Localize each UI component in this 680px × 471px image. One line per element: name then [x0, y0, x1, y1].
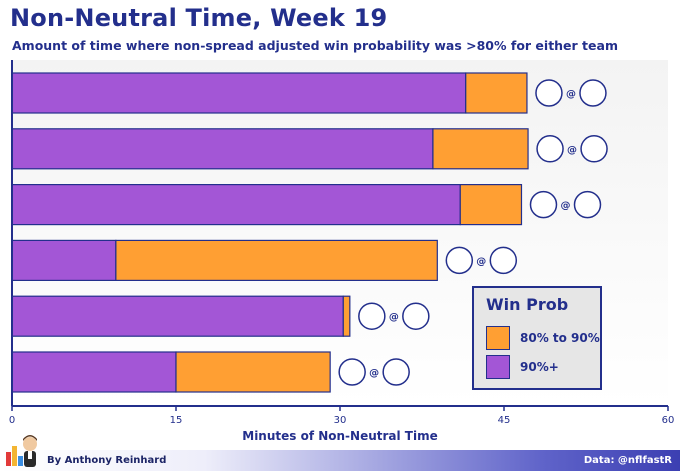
team-logo-away-3	[445, 246, 474, 275]
bar-80-90-5	[175, 351, 331, 393]
matchup-at-label-4: @	[389, 312, 399, 323]
chart-plot: @ @ @ @ @ @ 0 15 30 45 60 Minutes of Non-Neutral …	[9, 60, 675, 443]
chart-title: Non-Neutral Time, Week 19	[10, 4, 388, 32]
bar-90-plus-4	[11, 295, 344, 337]
team-logo-home-1	[580, 135, 608, 163]
legend-title: Win Prob	[486, 295, 569, 314]
x-tick-label-15: 15	[170, 415, 183, 426]
x-axis-label: Minutes of Non-Neutral Time	[242, 429, 438, 443]
bar-90-plus-3	[11, 239, 117, 281]
x-tick-label-0: 0	[9, 415, 15, 426]
chart-subtitle: Amount of time where non-spread adjusted…	[12, 38, 618, 53]
legend-label-90-plus: 90%+	[520, 360, 559, 374]
matchup-at-label-2: @	[560, 201, 570, 212]
x-tick-label-30: 30	[334, 415, 347, 426]
team-logo-home-4	[402, 302, 430, 330]
footer-source: Data: @nflfastR	[583, 455, 672, 466]
bar-80-90-1	[432, 128, 529, 170]
matchup-at-label-0: @	[566, 89, 576, 100]
legend-swatch-80-90	[486, 326, 510, 350]
team-logo-away-5	[338, 358, 366, 386]
bar-80-90-3	[115, 239, 438, 281]
team-logo-home-3	[489, 246, 518, 275]
legend-label-80-90: 80% to 90%	[520, 331, 600, 345]
legend: Win Prob 80% to 90% 90%+	[472, 286, 602, 390]
bar-90-plus-1	[11, 128, 434, 170]
footer-author: By Anthony Reinhard	[47, 455, 167, 466]
team-logo-away-2	[529, 190, 558, 219]
x-tick-label-60: 60	[662, 415, 675, 426]
team-logo-home-2	[573, 190, 602, 219]
author-avatar-icon	[6, 435, 37, 467]
team-logo-home-0	[579, 79, 607, 107]
team-logo-away-0	[535, 79, 563, 107]
legend-swatch-90-plus	[486, 355, 510, 379]
team-logo-home-5	[382, 358, 410, 386]
bar-90-plus-5	[11, 351, 177, 393]
matchup-at-label-5: @	[369, 368, 379, 379]
matchup-at-label-3: @	[476, 256, 486, 267]
bar-80-90-2	[459, 184, 523, 226]
bar-90-plus-2	[11, 184, 461, 226]
bar-80-90-0	[465, 72, 528, 114]
bar-80-90-4	[342, 295, 351, 337]
team-logo-away-4	[358, 302, 386, 330]
team-logo-away-1	[536, 135, 564, 163]
matchup-at-label-1: @	[567, 145, 577, 156]
bar-90-plus-0	[11, 72, 467, 114]
footer-bar	[0, 450, 680, 471]
x-tick-label-45: 45	[498, 415, 511, 426]
